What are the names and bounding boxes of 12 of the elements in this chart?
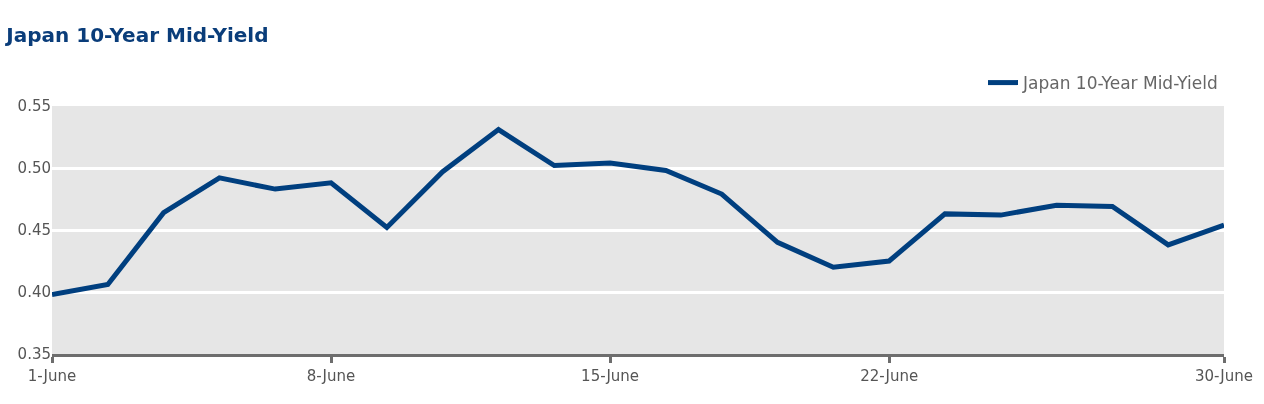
y-tick-label: 0.55 <box>17 97 51 116</box>
y-tick-label: 0.50 <box>17 159 51 178</box>
x-tick-label: 22-June <box>860 367 919 385</box>
y-tick-label: 0.40 <box>17 283 51 302</box>
y-tick-label: 0.45 <box>17 221 51 240</box>
chart-title: Japan 10-Year Mid-Yield <box>4 23 269 48</box>
y-tick-label: 0.35 <box>17 345 51 364</box>
x-tick-label: 1-June <box>27 367 77 385</box>
x-tick-label: 30-June <box>1194 367 1254 385</box>
x-tick-label: 8-June <box>306 367 356 385</box>
x-tick-label: 15-June <box>581 367 640 385</box>
legend-label: Japan 10-Year Mid-Yield <box>1022 73 1218 94</box>
